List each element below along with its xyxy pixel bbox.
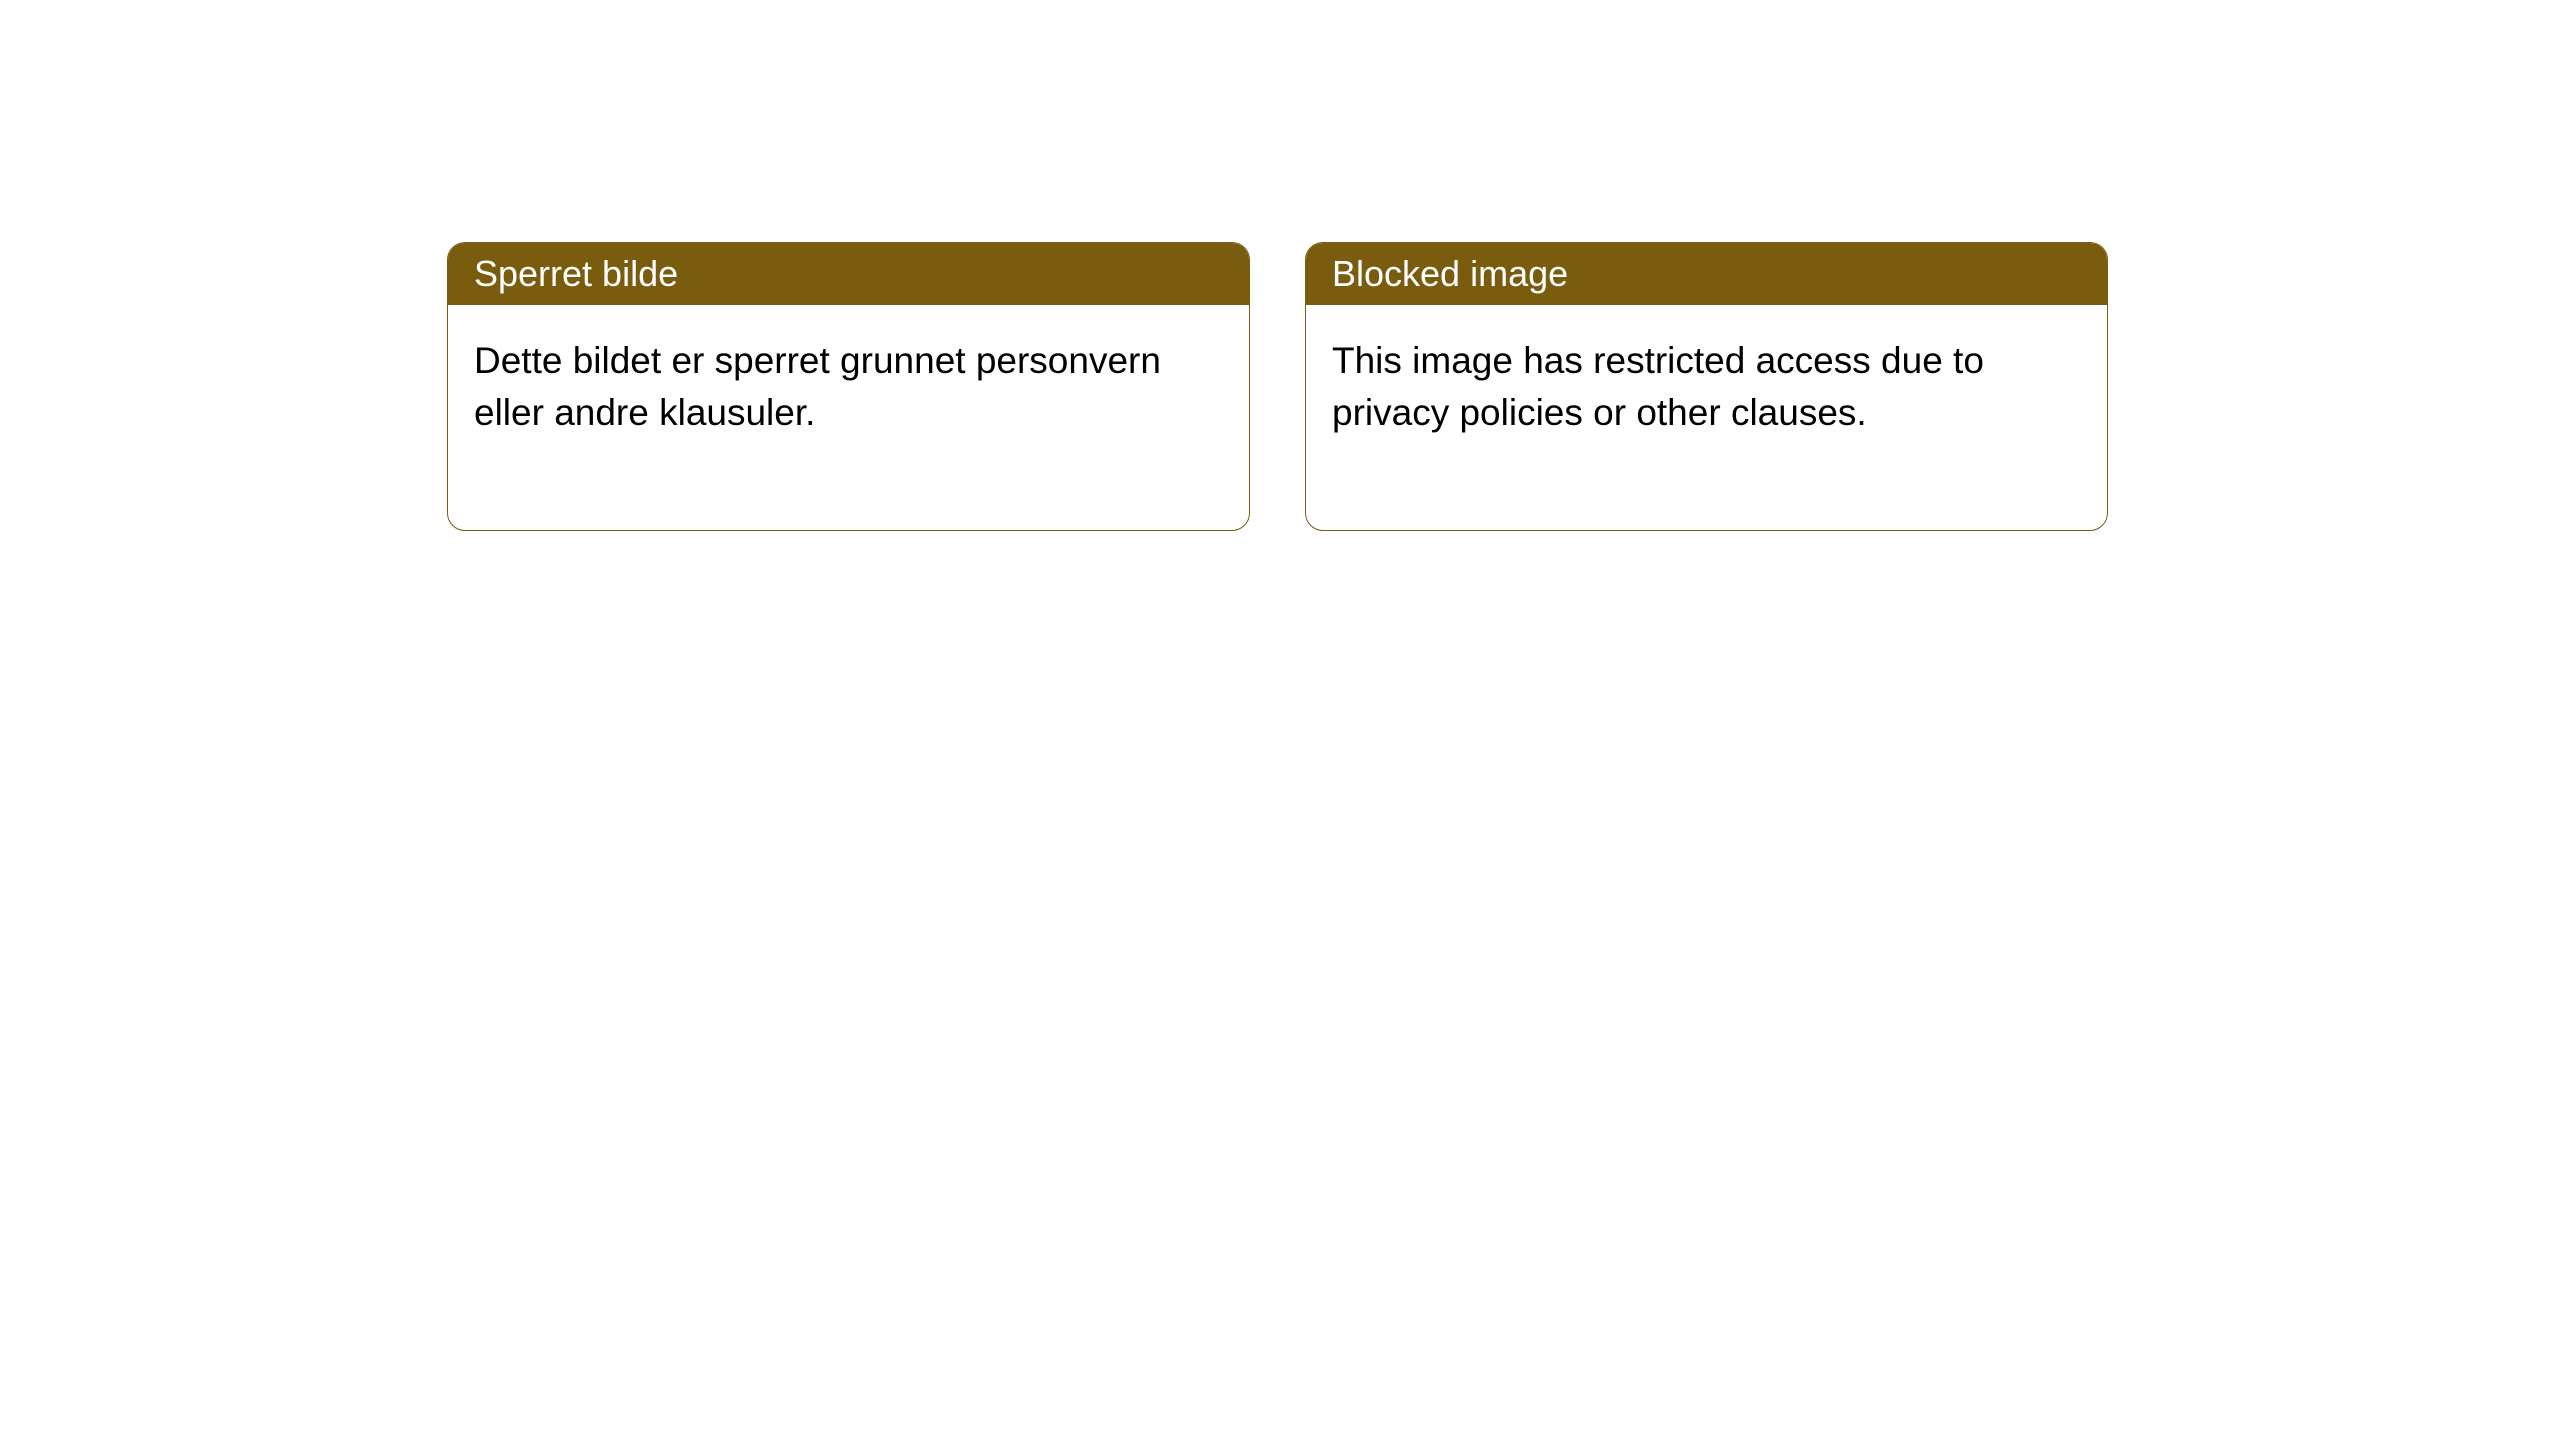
card-title: Sperret bilde (474, 253, 678, 294)
notice-cards-container: Sperret bilde Dette bildet er sperret gr… (447, 242, 2108, 531)
card-title: Blocked image (1332, 253, 1568, 294)
blocked-image-card-norwegian: Sperret bilde Dette bildet er sperret gr… (447, 242, 1250, 531)
card-header: Sperret bilde (448, 243, 1249, 305)
blocked-image-card-english: Blocked image This image has restricted … (1305, 242, 2108, 531)
card-header: Blocked image (1306, 243, 2107, 305)
card-body-text: Dette bildet er sperret grunnet personve… (474, 340, 1161, 433)
card-body: Dette bildet er sperret grunnet personve… (448, 305, 1249, 530)
card-body: This image has restricted access due to … (1306, 305, 2107, 530)
card-body-text: This image has restricted access due to … (1332, 340, 1984, 433)
